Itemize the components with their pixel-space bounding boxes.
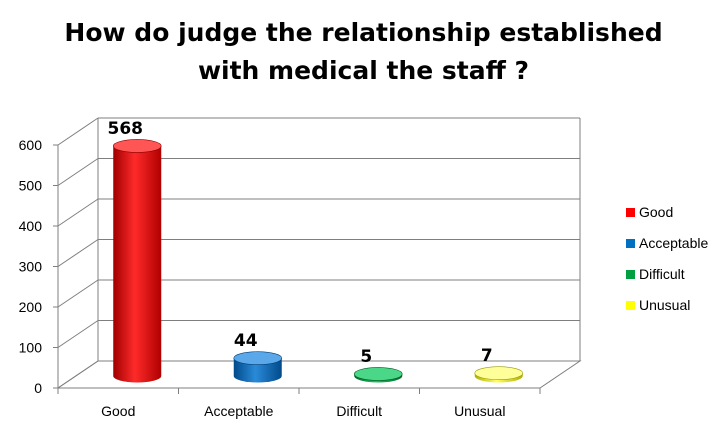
x-tick-label: Difficult xyxy=(336,403,382,419)
chart-title-line-1: How do judge the relationship establishe… xyxy=(64,18,663,47)
bar-top xyxy=(474,366,524,380)
data-label: 44 xyxy=(234,331,258,351)
floor xyxy=(56,360,582,389)
gridline-side xyxy=(57,117,99,146)
legend-swatch-good xyxy=(626,208,635,217)
y-tick-label: 200 xyxy=(19,299,43,315)
legend-swatch-difficult xyxy=(626,270,635,279)
bar-top xyxy=(233,351,283,365)
bar-body xyxy=(233,358,282,383)
data-label: 5 xyxy=(360,347,372,367)
y-tick-label: 400 xyxy=(19,218,43,234)
gridline-side xyxy=(57,279,99,308)
bar-unusual xyxy=(474,366,524,383)
x-tick-label: Good xyxy=(101,403,135,419)
bar-body xyxy=(113,145,162,383)
legend-label-acceptable: Acceptable xyxy=(639,235,708,251)
gridline-side xyxy=(57,239,99,267)
y-tick-label: 100 xyxy=(19,340,43,356)
legend-swatch-unusual xyxy=(626,301,635,310)
chart-title: How do judge the relationship establishe… xyxy=(0,14,727,90)
legend-swatch-acceptable xyxy=(626,239,635,248)
legend-label-good: Good xyxy=(639,204,673,220)
bar-difficult xyxy=(353,367,403,383)
y-tick-label: 300 xyxy=(19,259,43,275)
chart-title-line-2: with medical the staff ? xyxy=(197,56,530,85)
gridline-side xyxy=(57,198,99,227)
gridline-side xyxy=(57,158,99,186)
bar-good xyxy=(112,139,162,383)
bars-layer xyxy=(112,139,524,383)
axis-layer: 0 100 200 300 400 500 600 Good Acceptable Difficu… xyxy=(19,137,541,419)
x-tick-label: Acceptable xyxy=(204,403,273,419)
y-tick-label: 500 xyxy=(19,178,43,194)
bar-top xyxy=(353,367,403,381)
legend: Good Acceptable Difficult Unusual xyxy=(626,204,708,313)
labels-layer: 568 44 5 7 xyxy=(108,119,493,367)
grid-layer xyxy=(56,117,582,389)
y-tick-label: 600 xyxy=(19,137,43,153)
legend-label-unusual: Unusual xyxy=(639,297,690,313)
x-tick-label: Unusual xyxy=(454,403,505,419)
bar-acceptable xyxy=(233,351,283,383)
data-label: 568 xyxy=(108,119,144,139)
data-label: 7 xyxy=(481,346,493,366)
y-tick-label: 0 xyxy=(34,380,42,396)
bar-top xyxy=(112,139,162,153)
legend-label-difficult: Difficult xyxy=(639,266,685,282)
gridline-side xyxy=(57,320,99,348)
